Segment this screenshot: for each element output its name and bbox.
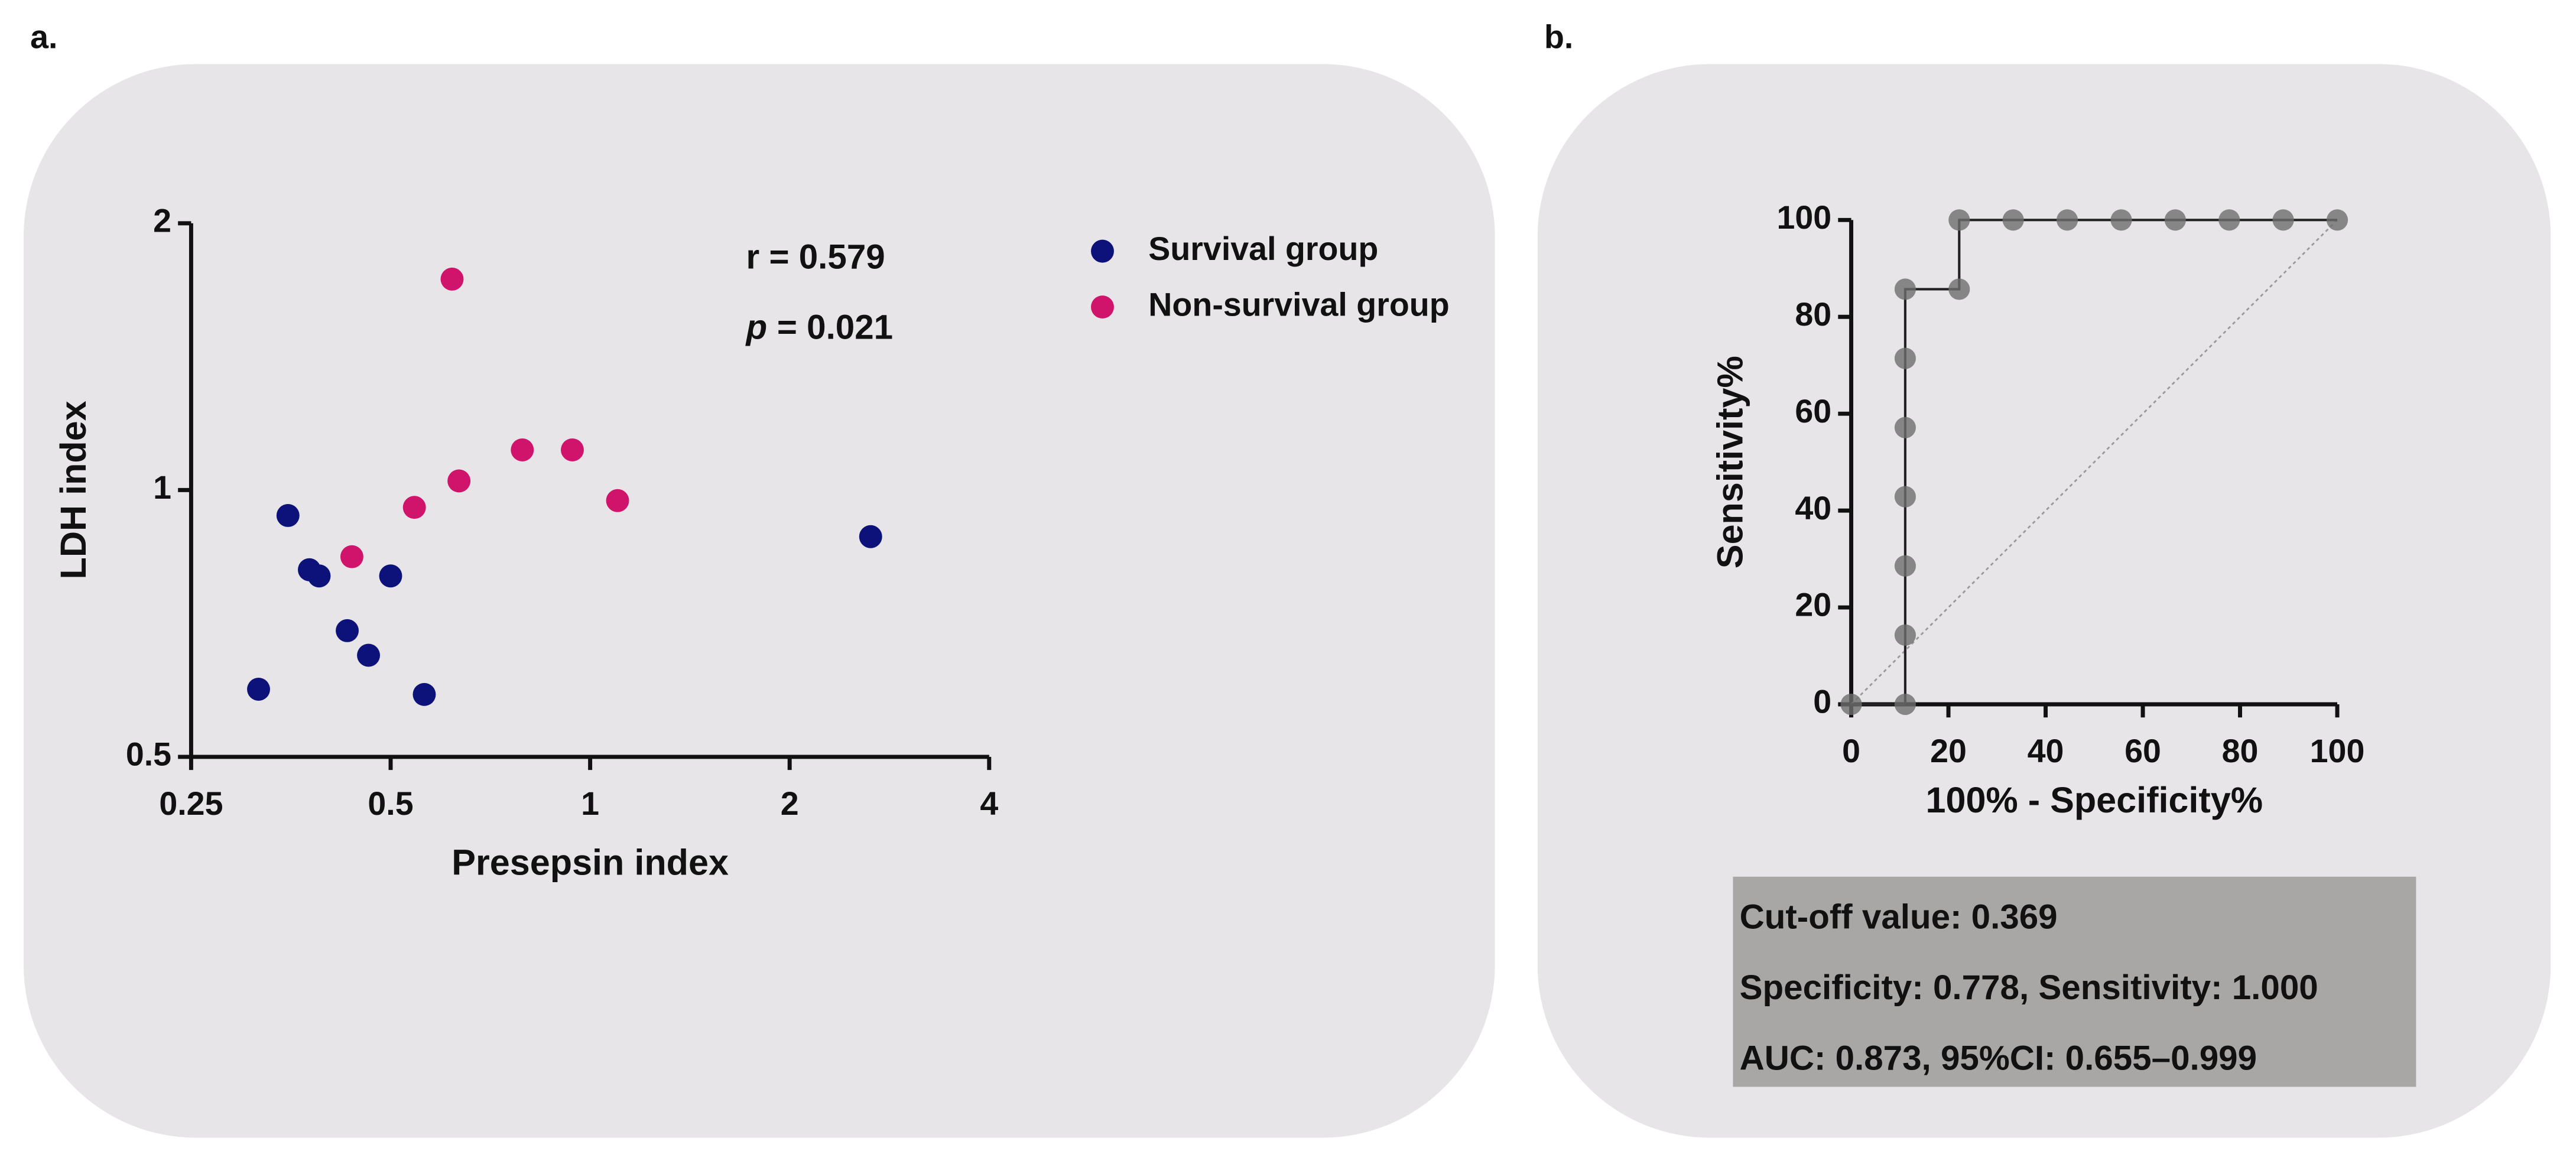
x-tick-label: 1	[581, 785, 599, 822]
legend-marker	[1091, 239, 1114, 263]
point	[357, 643, 381, 667]
x-tick-label: 80	[2222, 733, 2259, 769]
annotation-value: = 0.021	[777, 308, 893, 347]
annotation-symbol: p	[745, 308, 768, 347]
point	[1894, 417, 1916, 438]
point	[561, 438, 584, 461]
panel-label: b.	[1544, 18, 1573, 55]
y-axis-label: Sensitivity%	[1710, 356, 1750, 568]
stats-line: Cut-off value: 0.369	[1740, 898, 2058, 936]
x-axis-label: Presepsin index	[451, 842, 729, 882]
point	[412, 682, 436, 706]
point	[1894, 486, 1916, 508]
point	[1894, 555, 1916, 577]
point	[1894, 693, 1916, 716]
point	[379, 564, 402, 588]
y-tick-label: 20	[1795, 587, 1831, 623]
x-tick-label: 40	[2028, 733, 2064, 769]
x-tick-label: 0.25	[159, 785, 223, 822]
legend-marker	[1091, 295, 1114, 319]
y-tick-label: 2	[153, 203, 171, 239]
point	[2110, 209, 2132, 231]
point	[2164, 209, 2186, 231]
panel-label: a.	[30, 18, 57, 55]
y-tick-label: 0.5	[126, 736, 171, 773]
reference-line	[1850, 219, 2338, 705]
y-tick-label: 1	[153, 469, 171, 506]
point	[1894, 624, 1916, 646]
point	[247, 678, 270, 701]
x-tick-label: 4	[980, 785, 998, 822]
x-tick-label: 100	[2310, 733, 2365, 769]
point	[1894, 278, 1916, 300]
point	[859, 525, 882, 548]
stats-line: AUC: 0.873, 95%CI: 0.655–0.999	[1740, 1039, 2257, 1077]
point	[2326, 209, 2348, 231]
x-tick-label: 20	[1930, 733, 1967, 769]
y-tick-label: 80	[1795, 296, 1831, 333]
x-tick-label: 2	[781, 785, 799, 822]
point	[2002, 209, 2024, 231]
point	[340, 545, 363, 568]
annotation: p = 0.021	[745, 308, 894, 347]
annotation: r = 0.579	[746, 238, 885, 276]
point	[276, 504, 300, 527]
x-tick-label: 0.5	[368, 785, 413, 822]
point	[2218, 209, 2240, 231]
point	[336, 619, 359, 642]
point	[1840, 693, 1862, 716]
y-axis-label: LDH index	[53, 401, 93, 579]
point	[1894, 347, 1916, 369]
stats-box	[1733, 876, 2416, 1087]
point	[402, 496, 426, 519]
point	[1948, 209, 1970, 231]
x-tick-label: 0	[1842, 733, 1860, 769]
y-tick-label: 40	[1795, 490, 1831, 526]
point	[606, 489, 629, 512]
point	[440, 267, 464, 291]
panel-b-bg	[1537, 64, 2551, 1138]
legend-label: Survival group	[1148, 230, 1378, 267]
point	[511, 438, 534, 461]
point	[447, 469, 471, 493]
x-axis-label: 100% - Specificity%	[1925, 780, 2263, 820]
point	[2056, 209, 2078, 231]
point	[2272, 209, 2294, 231]
point	[307, 564, 331, 588]
panel-a-bg	[24, 64, 1495, 1138]
y-tick-label: 60	[1795, 393, 1831, 430]
y-tick-label: 0	[1813, 684, 1831, 720]
x-tick-label: 60	[2125, 733, 2161, 769]
stats-line: Specificity: 0.778, Sensitivity: 1.000	[1740, 968, 2318, 1007]
y-tick-label: 100	[1776, 199, 1831, 236]
point	[1948, 278, 1970, 300]
legend-label: Non-survival group	[1148, 286, 1449, 323]
